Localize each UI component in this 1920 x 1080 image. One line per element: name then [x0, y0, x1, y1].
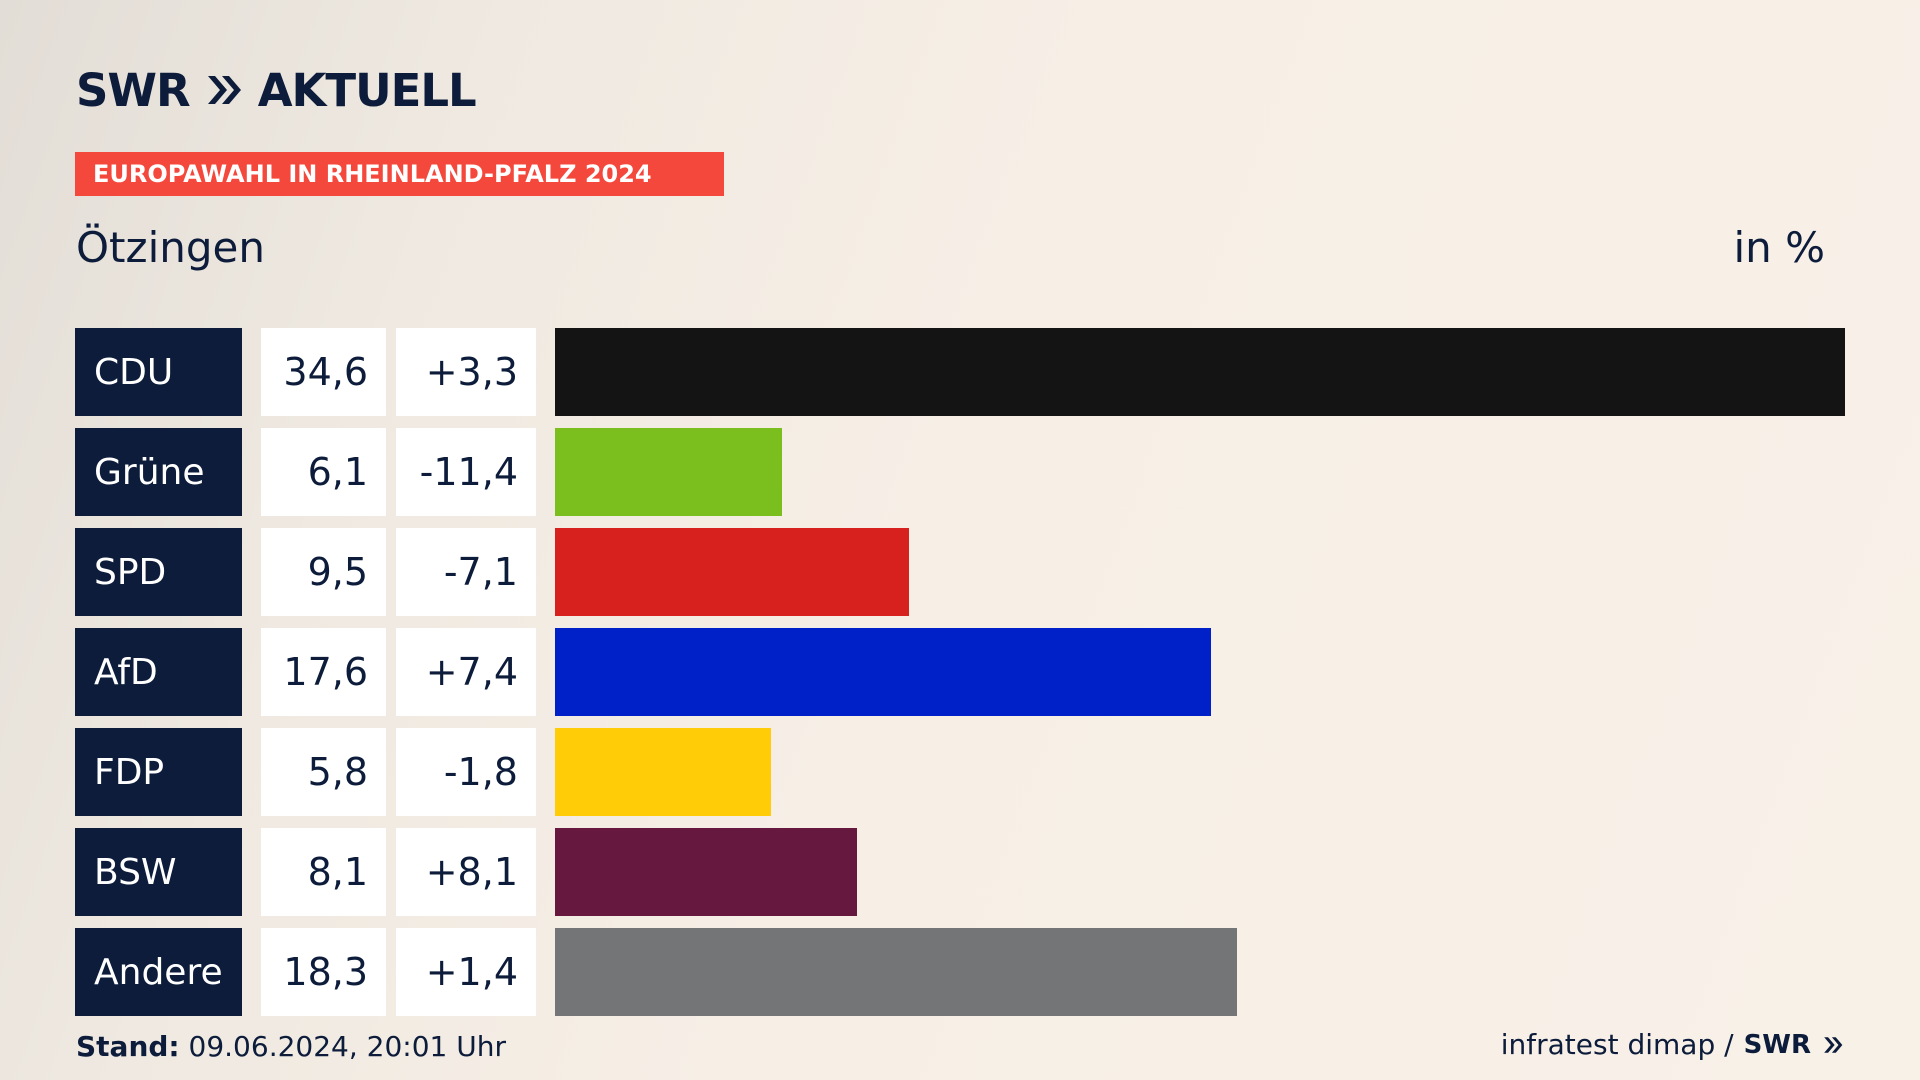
vote-change: +7,4: [396, 628, 536, 716]
bar: [555, 728, 771, 816]
vote-change: -7,1: [396, 528, 536, 616]
stand-value: 09.06.2024, 20:01 Uhr: [188, 1030, 506, 1063]
vote-change: +3,3: [396, 328, 536, 416]
vote-change: -11,4: [396, 428, 536, 516]
vote-share: 18,3: [261, 928, 386, 1016]
stand-label: Stand:: [76, 1030, 180, 1063]
logo-aktuell-text: AKTUELL: [257, 63, 477, 117]
party-label: BSW: [75, 828, 242, 916]
unit-label: in %: [1733, 223, 1825, 272]
result-row: CDU 34,6 +3,3: [75, 328, 1845, 416]
result-row: SPD 9,5 -7,1: [75, 528, 1845, 616]
result-row: AfD 17,6 +7,4: [75, 628, 1845, 716]
footer-swr-logo: SWR: [1743, 1029, 1811, 1060]
vote-change: +1,4: [396, 928, 536, 1016]
double-chevron-icon: [207, 76, 241, 104]
vote-change: +8,1: [396, 828, 536, 916]
vote-share: 34,6: [261, 328, 386, 416]
party-label: AfD: [75, 628, 242, 716]
swr-aktuell-logo: SWR AKTUELL: [76, 62, 477, 118]
bar: [555, 328, 1845, 416]
source-credit: infratest dimap / SWR: [1501, 1028, 1845, 1061]
footer-chevron-icon: [1824, 1036, 1843, 1053]
vote-share: 8,1: [261, 828, 386, 916]
vote-change: -1,8: [396, 728, 536, 816]
bar: [555, 428, 782, 516]
bar: [555, 628, 1211, 716]
result-row: FDP 5,8 -1,8: [75, 728, 1845, 816]
vote-share: 6,1: [261, 428, 386, 516]
logo-swr-text: SWR: [76, 63, 191, 117]
bar: [555, 528, 909, 616]
chart-title: Ötzingen: [76, 223, 265, 272]
bar: [555, 828, 857, 916]
result-row: Andere 18,3 +1,4: [75, 928, 1845, 1016]
source-text: infratest dimap /: [1500, 1028, 1734, 1061]
party-label: SPD: [75, 528, 242, 616]
party-label: FDP: [75, 728, 242, 816]
vote-share: 5,8: [261, 728, 386, 816]
result-row: Grüne 6,1 -11,4: [75, 428, 1845, 516]
bar: [555, 928, 1237, 1016]
vote-share: 9,5: [261, 528, 386, 616]
vote-share: 17,6: [261, 628, 386, 716]
result-row: BSW 8,1 +8,1: [75, 828, 1845, 916]
election-badge: EUROPAWAHL IN RHEINLAND-PFALZ 2024: [75, 152, 724, 196]
timestamp: Stand: 09.06.2024, 20:01 Uhr: [76, 1030, 506, 1063]
party-label: Andere: [75, 928, 242, 1016]
party-label: Grüne: [75, 428, 242, 516]
party-label: CDU: [75, 328, 242, 416]
